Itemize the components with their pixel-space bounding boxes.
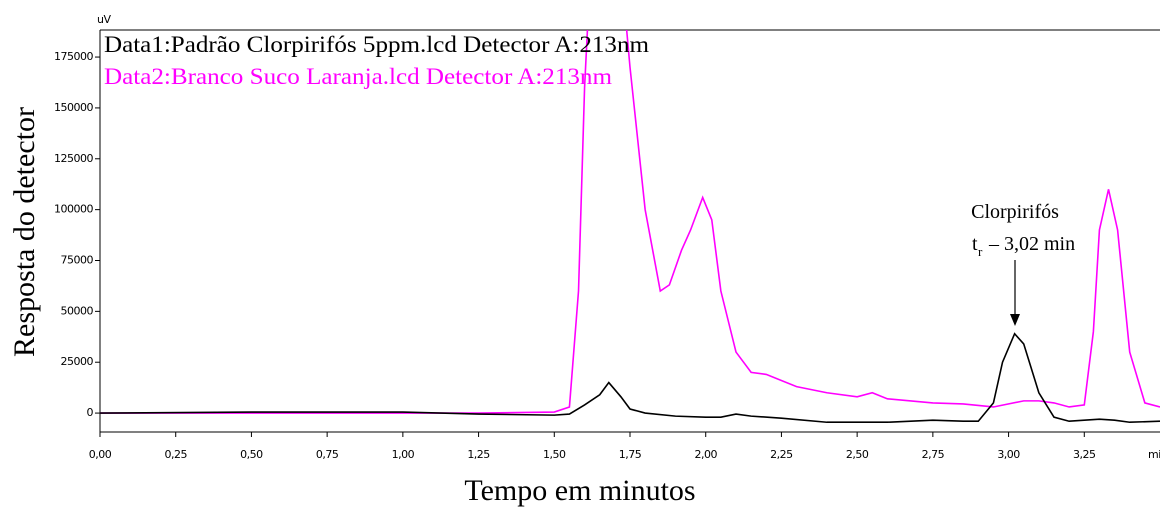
series-line <box>100 30 1160 414</box>
x-tick-label: 0,75 <box>316 448 339 461</box>
y-tick-label: 75000 <box>61 253 94 266</box>
y-axis-title: Resposta do detector <box>8 107 41 357</box>
annotation-arrowhead <box>1010 314 1020 326</box>
legend-entry: Data2:Branco Suco Laranja.lcd Detector A… <box>104 64 612 89</box>
x-tick-label: 1,75 <box>619 448 642 461</box>
annotation-title: Clorpirifós <box>971 201 1059 223</box>
x-tick-label: 0,25 <box>164 448 187 461</box>
x-tick-label: 0,50 <box>240 448 263 461</box>
y-tick-label: 175000 <box>54 50 93 63</box>
x-tick-label: 2,50 <box>846 448 869 461</box>
x-tick-label: 2,25 <box>770 448 793 461</box>
x-tick-label: 3,25 <box>1073 448 1096 461</box>
y-tick-label: 25000 <box>61 355 94 368</box>
annotation-subscript: r <box>978 244 983 259</box>
y-tick-label: 0 <box>87 406 94 419</box>
y-tick-label: 100000 <box>54 203 93 216</box>
x-tick-label: 1,25 <box>467 448 490 461</box>
legend-entry: Data1:Padrão Clorpirifós 5ppm.lcd Detect… <box>104 32 649 57</box>
y-tick-label: 125000 <box>54 152 93 165</box>
y-tick-label: 50000 <box>61 304 94 317</box>
x-tick-label: 3,00 <box>997 448 1020 461</box>
x-tick-label: 1,00 <box>392 448 415 461</box>
plot-area <box>100 30 1160 424</box>
y-tick-label: 150000 <box>54 101 93 114</box>
annotation-text: – 3,02 min <box>988 233 1075 255</box>
y-unit: uV <box>97 13 111 26</box>
x-tick-label: 2,00 <box>694 448 717 461</box>
x-tick-label: 1,50 <box>543 448 566 461</box>
x-axis-title: Tempo em minutos <box>464 474 695 507</box>
x-unit: min <box>1148 448 1160 461</box>
x-tick-label: 0,00 <box>89 448 112 461</box>
annotation-symbol: t <box>972 233 978 255</box>
series-line <box>100 332 1160 424</box>
x-tick-label: 2,75 <box>922 448 945 461</box>
